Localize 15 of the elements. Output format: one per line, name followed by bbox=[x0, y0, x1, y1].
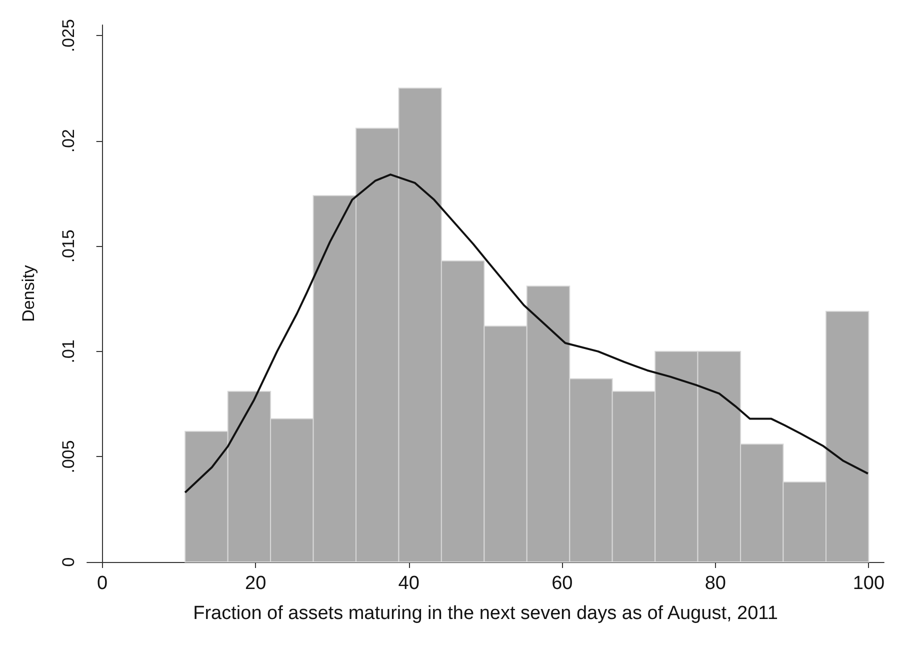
y-tick-label: .01 bbox=[59, 340, 78, 364]
y-tick-label: .015 bbox=[59, 230, 78, 263]
y-tick-label: .005 bbox=[59, 440, 78, 474]
y-tick-label: .025 bbox=[59, 18, 78, 52]
y-axis-title: Density bbox=[19, 264, 38, 322]
y-tick-label: .02 bbox=[59, 129, 78, 153]
x-tick-label: 0 bbox=[97, 573, 108, 594]
line-series bbox=[184, 174, 869, 494]
x-tick-label: 100 bbox=[852, 573, 885, 594]
x-tick-label: 40 bbox=[398, 573, 420, 594]
x-axis-title: Fraction of assets maturing in the next seven days as of August, 2011 bbox=[193, 603, 778, 624]
x-tick-label: 20 bbox=[245, 573, 266, 594]
x-tick-label: 60 bbox=[552, 573, 573, 594]
y-tick-label: 0 bbox=[59, 557, 78, 567]
x-tick-label: 80 bbox=[704, 573, 726, 594]
